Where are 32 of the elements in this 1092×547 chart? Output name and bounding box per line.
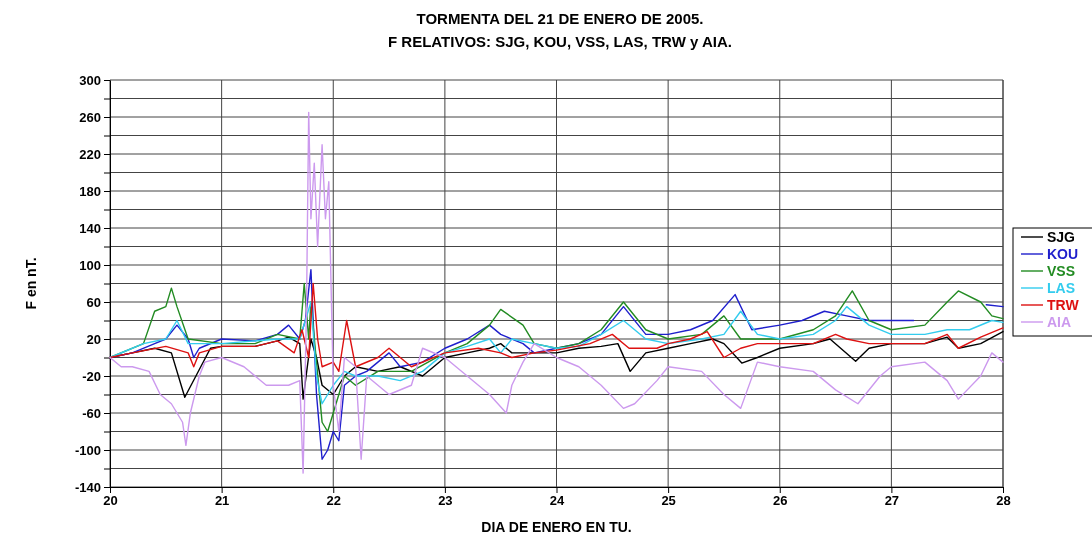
x-tick-label: 23: [438, 493, 453, 509]
chart-subtitle: F RELATIVOS: SJG, KOU, VSS, LAS, TRW y AIA.: [388, 33, 732, 50]
y-tick-label: 180: [79, 183, 101, 199]
x-tick-label: 25: [661, 493, 676, 509]
y-tick-label: 260: [79, 109, 101, 125]
y-tick-label: -20: [82, 368, 101, 384]
x-tick-label: 27: [884, 493, 900, 509]
y-axis-title: F en nT.: [23, 257, 39, 310]
y-tick-label: 100: [79, 257, 101, 273]
legend-label: AIA: [1047, 314, 1072, 330]
y-tick-label: -60: [82, 405, 101, 421]
x-tick-label: 24: [549, 493, 565, 509]
legend-label: SJG: [1047, 229, 1076, 245]
y-tick-label: 300: [79, 72, 101, 88]
legend-label: KOU: [1047, 246, 1079, 262]
x-tick-label: 20: [103, 493, 118, 509]
y-tick-label: -100: [74, 442, 101, 458]
y-tick-label: 20: [86, 331, 101, 347]
y-tick-label: 220: [79, 146, 101, 162]
legend-label: LAS: [1047, 280, 1075, 296]
y-tick-label: -140: [74, 479, 101, 495]
x-axis-title: DIA DE ENERO EN TU.: [481, 519, 632, 535]
y-tick-label: 60: [86, 294, 101, 310]
x-tick-label: 26: [773, 493, 788, 509]
chart-title: TORMENTA DEL 21 DE ENERO DE 2005.: [416, 10, 704, 27]
line-series: [109, 282, 1004, 373]
x-tick-label: 21: [214, 493, 230, 509]
legend-label: VSS: [1047, 263, 1076, 279]
x-tick-label: 28: [996, 493, 1011, 509]
x-tick-label: 22: [326, 493, 341, 509]
y-tick-label: 140: [79, 220, 101, 236]
legend-label: TRW: [1047, 297, 1080, 313]
